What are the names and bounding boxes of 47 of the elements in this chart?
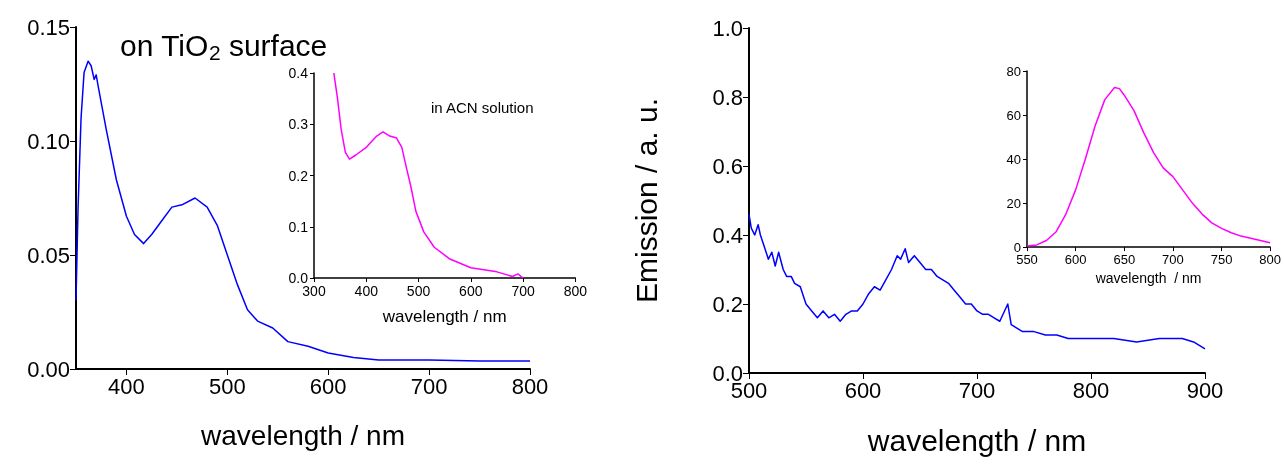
x-tick-label: 750 [1210, 252, 1233, 268]
x-axis-title: wavelength / nm [866, 423, 1087, 457]
x-tick-label: 600 [309, 373, 347, 399]
y-tick-label: 0 [1013, 239, 1021, 255]
x-tick-label: 600 [844, 377, 882, 403]
line-series [748, 213, 1206, 350]
y-tick-label: 60 [1006, 107, 1021, 123]
x-tick-label: 500 [208, 373, 246, 399]
y-tick-label: 0.00 [27, 356, 70, 382]
x-axis-title: wavelength / nm [1094, 270, 1202, 286]
y-tick-label: 40 [1006, 151, 1021, 167]
x-tick-label: 700 [958, 377, 996, 403]
x-axis-title: wavelength / nm [381, 307, 507, 326]
y-tick-label: 0.4 [288, 65, 309, 81]
y-tick-label: 0.15 [27, 14, 70, 40]
y-tick-label: 0.0 [288, 270, 309, 286]
y-tick-label: 1.0 [712, 15, 743, 41]
x-tick-label: 700 [511, 283, 535, 299]
x-tick-label: 600 [1064, 252, 1087, 268]
x-tick-label: 400 [354, 283, 379, 299]
x-tick-label: 300 [302, 283, 326, 299]
y-tick-label: 0.4 [712, 222, 743, 248]
text: in ACN solution [431, 99, 534, 116]
x-tick-label: 700 [410, 373, 448, 399]
x-tick-label: 800 [1072, 377, 1110, 403]
y-tick-label: 0.2 [712, 291, 743, 317]
y-tick-label: 80 [1006, 63, 1021, 79]
y-tick-label: 0.1 [288, 218, 309, 235]
x-tick-label: 700 [1162, 252, 1184, 268]
x-tick-label: 800 [511, 373, 549, 399]
y-tick-label: 0.3 [288, 116, 309, 133]
y-tick-label: 0.05 [27, 242, 70, 268]
x-tick-label: 900 [1186, 377, 1224, 403]
y-axis-title: Emission / a. u. [629, 97, 663, 304]
y-tick-label: 0.8 [712, 84, 743, 110]
x-tick-label: 500 [406, 283, 431, 299]
x-tick-label: 800 [1259, 252, 1282, 268]
y-tick-label: 20 [1006, 195, 1021, 211]
x-tick-label: 800 [563, 283, 588, 299]
y-tick-label: 0.10 [27, 128, 70, 154]
y-tick-label: 0.6 [712, 153, 743, 179]
x-tick-label: 650 [1113, 252, 1136, 268]
x-tick-label: 550 [1016, 252, 1038, 268]
x-axis-title: wavelength / nm [200, 419, 405, 451]
x-tick-label: 600 [459, 283, 483, 299]
x-tick-label: 400 [108, 373, 145, 399]
y-tick-label: 0.2 [288, 167, 309, 184]
